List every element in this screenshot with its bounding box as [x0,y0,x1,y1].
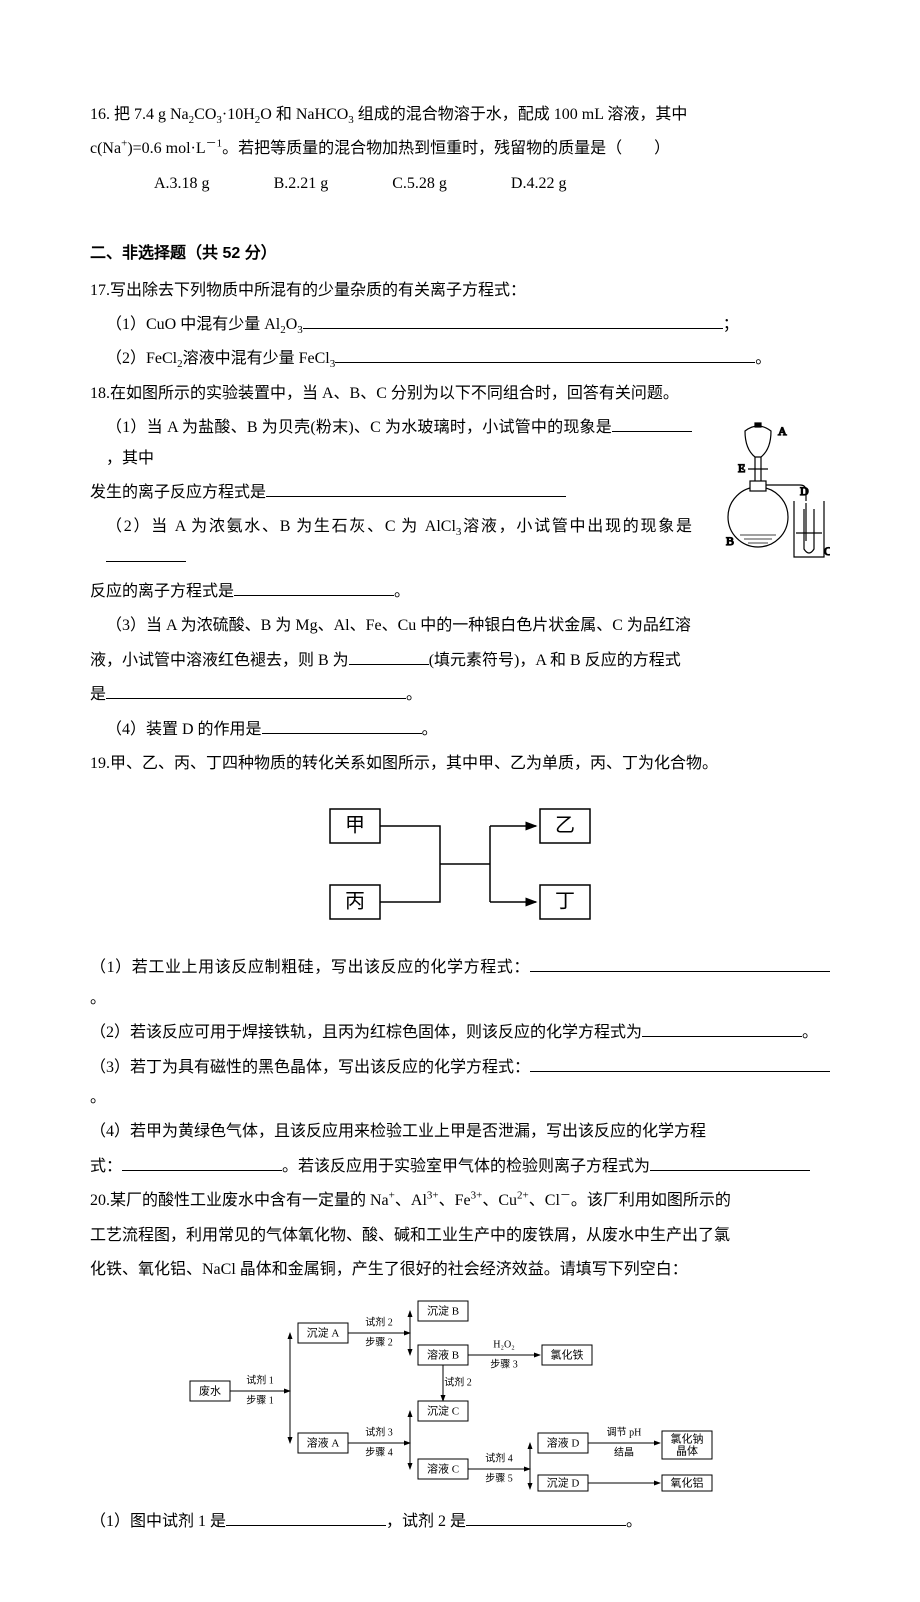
q19-stem: 19.甲、乙、丙、丁四种物质的转化关系如图所示，其中甲、乙为单质，丙、丁为化合物… [90,749,830,779]
svg-text:氯化铁: 氯化铁 [551,1348,584,1362]
q16-stem-line2: c(Na+)=0.6 mol·L－1。若把等质量的混合物加热到恒重时，残留物的质… [90,134,830,164]
q18-part3c: 是。 [90,680,830,710]
q19-box-yi: 乙 [555,815,575,837]
blank [466,1511,626,1526]
svg-text:沉淀 A: 沉淀 A [307,1326,340,1340]
svg-text:沉淀 D: 沉淀 D [547,1476,580,1490]
blank [266,482,566,497]
blank [106,546,186,561]
q18-apparatus-figure: A E B D C [700,417,830,587]
svg-text:氧化铝: 氧化铝 [671,1476,704,1490]
q16-choices: A.3.18 g B.2.21 g C.5.28 g D.4.22 g [90,169,830,199]
svg-text:沉淀 B: 沉淀 B [427,1304,459,1318]
svg-text:试剂 2: 试剂 2 [365,1316,393,1329]
svg-text:晶体: 晶体 [676,1444,698,1458]
blank [262,718,422,733]
q20-part1: （1）图中试剂 1 是，试剂 2 是。 [90,1507,830,1537]
q19-part4a: （4）若甲为黄绿色气体，且该反应用来检验工业上甲是否泄漏，写出该反应的化学方程 [90,1117,830,1147]
q18-part3b: 液，小试管中溶液红色褪去，则 B 为(填元素符号)，A 和 B 反应的方程式 [90,646,830,676]
q20-stem-l3: 化铁、氧化铝、NaCl 晶体和金属铜，产生了很好的社会经济效益。请填写下列空白： [90,1255,830,1285]
svg-text:试剂 3: 试剂 3 [365,1426,393,1439]
q20-flowchart: 废水 试剂 1 步骤 1 沉淀 A 试剂 2 步骤 2 沉淀 B 溶液 B H₂… [180,1293,740,1493]
svg-text:试剂 1: 试剂 1 [246,1374,274,1387]
svg-text:氯化钠: 氯化钠 [671,1432,704,1446]
svg-text:试剂 2: 试剂 2 [444,1376,472,1389]
q17-stem: 17.写出除去下列物质中所混有的少量杂质的有关离子方程式： [90,276,830,306]
q18-part3: （3）当 A 为浓硫酸、B 为 Mg、Al、Fe、Cu 中的一种银白色片状金属、… [90,611,830,641]
q20-stem-l2: 工艺流程图，利用常见的气体氧化物、酸、碱和工业生产中的废铁屑，从废水中生产出了氯 [90,1221,830,1251]
q19-diagram: 甲 乙 丙 丁 [290,789,630,939]
svg-text:步骤 4: 步骤 4 [365,1447,393,1459]
blank [530,1056,830,1071]
blank [642,1022,802,1037]
q19-part3: （3）若丁为具有磁性的黑色晶体，写出该反应的化学方程式：。 [90,1053,830,1114]
blank [530,957,830,972]
q18-part4: （4）装置 D 的作用是。 [90,715,830,745]
q17-part1: （1）CuO 中混有少量 Al2O3； [90,310,830,340]
q16-stem: 16. 把 7.4 g Na2CO3·10H2O 和 NaHCO3 组成的混合物… [90,100,830,130]
label-d: D [800,484,809,498]
q16-choice-d: D.4.22 g [511,169,567,199]
svg-text:溶液 C: 溶液 C [427,1462,459,1476]
blank [106,684,406,699]
svg-text:H₂O₂: H₂O₂ [493,1340,514,1351]
q19-box-bing: 丙 [345,891,365,913]
svg-text:调节 pH: 调节 pH [607,1427,642,1439]
q19-part4b: 式：。若该反应用于实验室甲气体的检验则离子方程式为 [90,1152,830,1182]
label-b: B [726,534,734,548]
label-a: A [778,424,787,438]
q19-box-jia: 甲 [345,815,365,837]
blank [349,649,429,664]
blank [234,581,394,596]
q19-part2: （2）若该反应可用于焊接铁轨，且丙为红棕色固体，则该反应的化学方程式为。 [90,1018,830,1048]
q16-choice-a: A.3.18 g [154,169,210,199]
svg-text:步骤 3: 步骤 3 [490,1359,518,1371]
blank [650,1155,810,1170]
svg-text:结晶: 结晶 [614,1446,634,1459]
blank [226,1511,386,1526]
svg-text:溶液 A: 溶液 A [307,1436,340,1450]
svg-text:溶液 D: 溶液 D [547,1436,580,1450]
blank [122,1155,282,1170]
svg-text:步骤 1: 步骤 1 [246,1395,274,1407]
svg-text:步骤 5: 步骤 5 [485,1473,513,1485]
svg-text:步骤 2: 步骤 2 [365,1337,393,1349]
svg-text:沉淀 C: 沉淀 C [427,1404,459,1418]
q18-stem: 18.在如图所示的实验装置中，当 A、B、C 分别为以下不同组合时，回答有关问题… [90,379,830,409]
svg-text:溶液 B: 溶液 B [427,1348,459,1362]
svg-text:废水: 废水 [199,1384,221,1398]
q16-choice-c: C.5.28 g [392,169,447,199]
q16-text: 16. 把 7.4 g Na [90,106,189,123]
blank [335,348,755,363]
label-e: E [738,461,745,475]
q17-part2: （2）FeCl2溶液中混有少量 FeCl3。 [90,344,830,374]
blank [303,314,723,329]
label-c: C [824,544,830,558]
q16-choice-b: B.2.21 g [274,169,329,199]
section-2-heading: 二、非选择题（共 52 分） [90,239,830,269]
svg-text:试剂 4: 试剂 4 [485,1452,513,1465]
q19-part1: （1）若工业上用该反应制粗硅，写出该反应的化学方程式：。 [90,953,830,1014]
blank [612,417,692,432]
q20-stem: 20.某厂的酸性工业废水中含有一定量的 Na+、Al3+、Fe3+、Cu2+、C… [90,1186,830,1216]
q19-box-ding: 丁 [555,891,575,913]
